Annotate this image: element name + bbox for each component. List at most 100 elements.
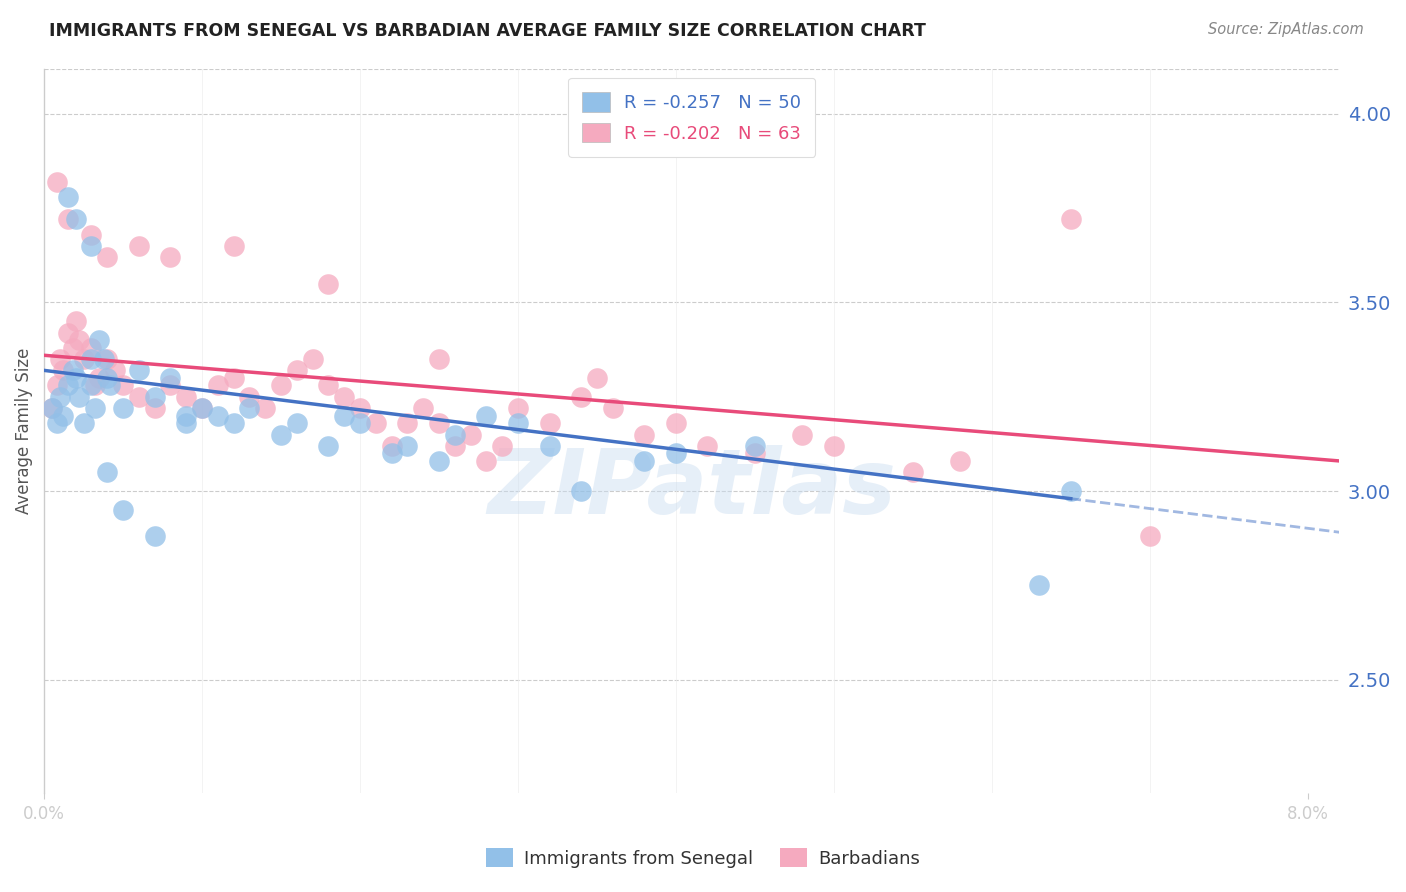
Point xyxy=(207,409,229,423)
Point xyxy=(460,427,482,442)
Point xyxy=(569,390,592,404)
Point xyxy=(67,390,90,404)
Point xyxy=(80,341,103,355)
Point xyxy=(89,371,111,385)
Point xyxy=(491,439,513,453)
Point xyxy=(52,363,75,377)
Point xyxy=(62,341,84,355)
Y-axis label: Average Family Size: Average Family Size xyxy=(15,348,32,514)
Point xyxy=(949,454,972,468)
Point xyxy=(538,416,561,430)
Point xyxy=(62,363,84,377)
Point xyxy=(396,439,419,453)
Point xyxy=(696,439,718,453)
Point xyxy=(45,378,67,392)
Point xyxy=(427,416,450,430)
Point xyxy=(65,212,87,227)
Point xyxy=(792,427,814,442)
Point xyxy=(143,390,166,404)
Point xyxy=(128,390,150,404)
Point xyxy=(823,439,845,453)
Point xyxy=(83,401,105,416)
Point xyxy=(191,401,214,416)
Point xyxy=(222,239,245,253)
Point xyxy=(128,363,150,377)
Point xyxy=(901,465,924,479)
Point xyxy=(285,363,308,377)
Point xyxy=(633,454,655,468)
Point xyxy=(443,439,465,453)
Point xyxy=(112,378,135,392)
Point xyxy=(381,446,404,460)
Point xyxy=(301,352,323,367)
Point xyxy=(159,378,181,392)
Point xyxy=(1028,578,1050,592)
Legend: R = -0.257   N = 50, R = -0.202   N = 63: R = -0.257 N = 50, R = -0.202 N = 63 xyxy=(568,78,815,157)
Point xyxy=(744,446,766,460)
Point xyxy=(222,371,245,385)
Point xyxy=(41,401,63,416)
Point xyxy=(65,371,87,385)
Point xyxy=(349,401,371,416)
Point xyxy=(318,378,340,392)
Point xyxy=(56,212,79,227)
Point xyxy=(67,333,90,347)
Point xyxy=(72,352,94,367)
Point xyxy=(49,352,72,367)
Point xyxy=(427,352,450,367)
Point xyxy=(207,378,229,392)
Point xyxy=(191,401,214,416)
Point xyxy=(222,416,245,430)
Point xyxy=(174,409,197,423)
Point xyxy=(238,401,260,416)
Point xyxy=(396,416,419,430)
Point xyxy=(104,363,127,377)
Point xyxy=(80,378,103,392)
Point xyxy=(475,454,498,468)
Point xyxy=(56,190,79,204)
Point xyxy=(56,326,79,340)
Point xyxy=(112,401,135,416)
Point xyxy=(174,390,197,404)
Point xyxy=(1060,212,1083,227)
Point xyxy=(333,390,356,404)
Point xyxy=(128,239,150,253)
Point xyxy=(80,227,103,242)
Point xyxy=(349,416,371,430)
Point xyxy=(254,401,277,416)
Point xyxy=(506,416,529,430)
Legend: Immigrants from Senegal, Barbadians: Immigrants from Senegal, Barbadians xyxy=(475,837,931,879)
Point xyxy=(83,378,105,392)
Point xyxy=(1060,484,1083,499)
Point xyxy=(45,416,67,430)
Point xyxy=(443,427,465,442)
Point xyxy=(427,454,450,468)
Point xyxy=(65,314,87,328)
Point xyxy=(96,250,118,264)
Point xyxy=(159,371,181,385)
Text: IMMIGRANTS FROM SENEGAL VS BARBADIAN AVERAGE FAMILY SIZE CORRELATION CHART: IMMIGRANTS FROM SENEGAL VS BARBADIAN AVE… xyxy=(49,22,927,40)
Point xyxy=(602,401,624,416)
Point xyxy=(270,427,292,442)
Point xyxy=(100,378,122,392)
Text: ZIPatlas: ZIPatlas xyxy=(488,445,896,533)
Point xyxy=(506,401,529,416)
Point xyxy=(143,529,166,543)
Point xyxy=(1139,529,1161,543)
Point xyxy=(665,446,688,460)
Point xyxy=(159,250,181,264)
Point xyxy=(238,390,260,404)
Point xyxy=(270,378,292,392)
Point xyxy=(96,352,118,367)
Point xyxy=(56,378,79,392)
Point xyxy=(665,416,688,430)
Point xyxy=(41,401,63,416)
Point xyxy=(285,416,308,430)
Point xyxy=(45,175,67,189)
Point xyxy=(89,333,111,347)
Point xyxy=(412,401,434,416)
Point xyxy=(364,416,387,430)
Point xyxy=(52,409,75,423)
Point xyxy=(80,352,103,367)
Point xyxy=(96,465,118,479)
